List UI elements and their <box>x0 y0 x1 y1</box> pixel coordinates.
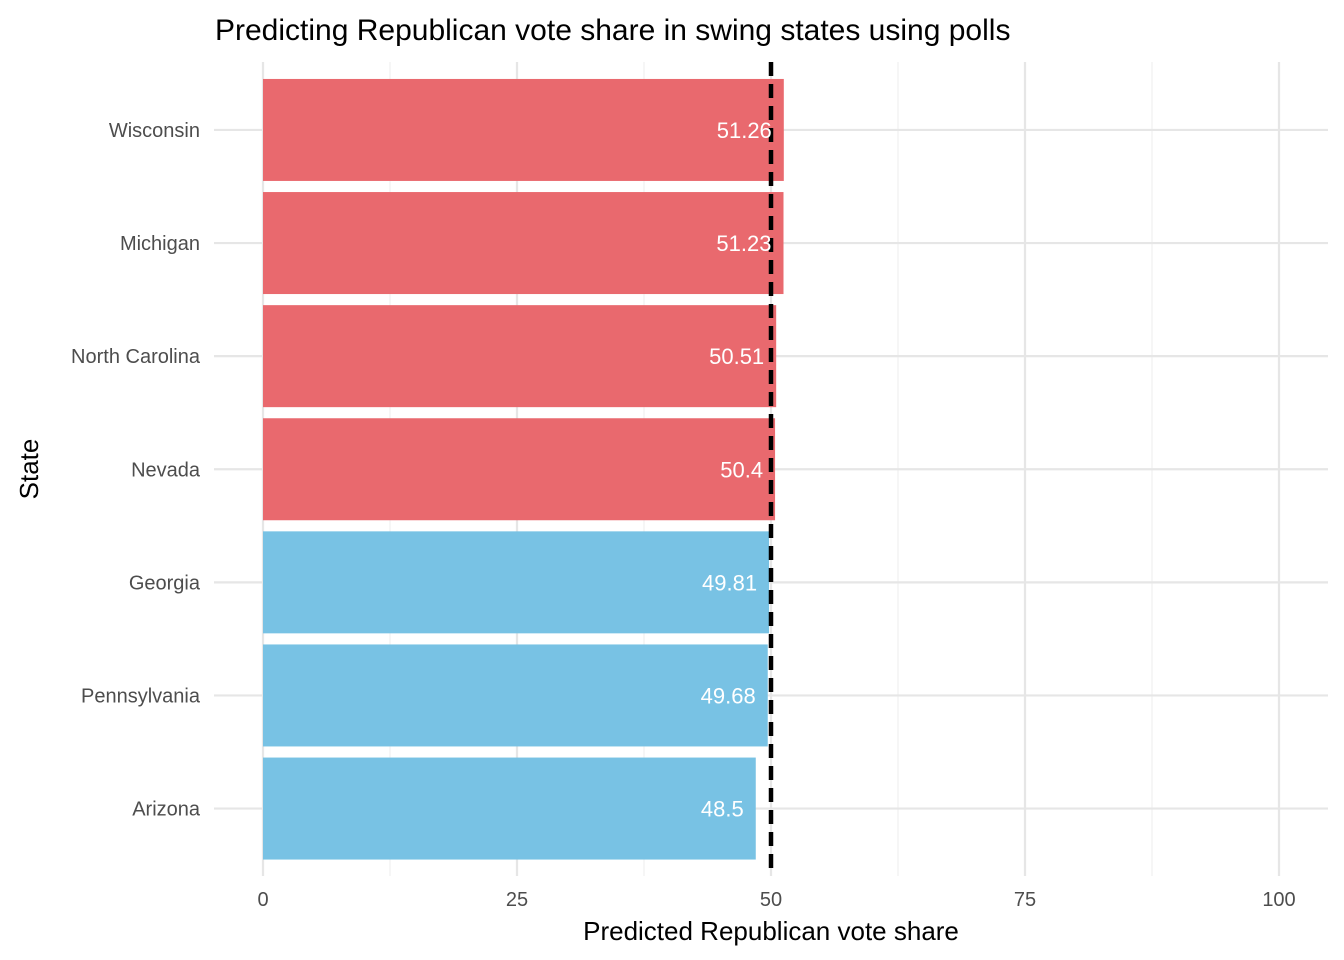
axis-layer: Wisconsin Michigan North Carolina Nevada Geo… <box>71 120 1296 911</box>
bar-value-label: 50.4 <box>720 457 763 482</box>
bar-michigan <box>263 192 784 295</box>
x-tick-label: 0 <box>257 889 268 911</box>
y-tick-label: Georgia <box>129 572 201 594</box>
bar-pennsylvania <box>263 644 768 747</box>
y-tick-label: Arizona <box>132 799 201 821</box>
x-tick-label: 50 <box>760 889 782 911</box>
bar-value-label: 49.68 <box>701 683 756 708</box>
bar-value-label: 49.81 <box>702 570 757 595</box>
x-tick-label: 100 <box>1262 889 1295 911</box>
y-tick-label: Nevada <box>131 459 201 481</box>
bar-value-label: 48.5 <box>701 797 744 822</box>
bar-value-label: 51.26 <box>717 118 772 143</box>
y-tick-label: Pennsylvania <box>81 685 201 707</box>
y-tick-label: North Carolina <box>71 346 201 368</box>
bar-value-label: 50.51 <box>709 344 764 369</box>
y-tick-label: Wisconsin <box>109 120 200 142</box>
bar-north-carolina <box>263 305 777 408</box>
y-axis-title: State <box>14 439 44 500</box>
bar-value-label: 51.23 <box>716 231 771 256</box>
x-axis-title: Predicted Republican vote share <box>583 916 959 946</box>
bars-layer <box>263 78 784 860</box>
bar-wisconsin <box>263 78 784 181</box>
bar-nevada <box>263 418 776 521</box>
y-tick-label: Michigan <box>120 233 200 255</box>
x-tick-label: 25 <box>506 889 528 911</box>
bar-arizona <box>263 757 756 860</box>
labels-layer: 51.26 51.23 50.51 50.4 49.81 49.68 48.5 <box>701 118 772 822</box>
chart-title: Predicting Republican vote share in swin… <box>215 14 1010 47</box>
x-tick-label: 75 <box>1014 889 1036 911</box>
bar-georgia <box>263 531 770 634</box>
